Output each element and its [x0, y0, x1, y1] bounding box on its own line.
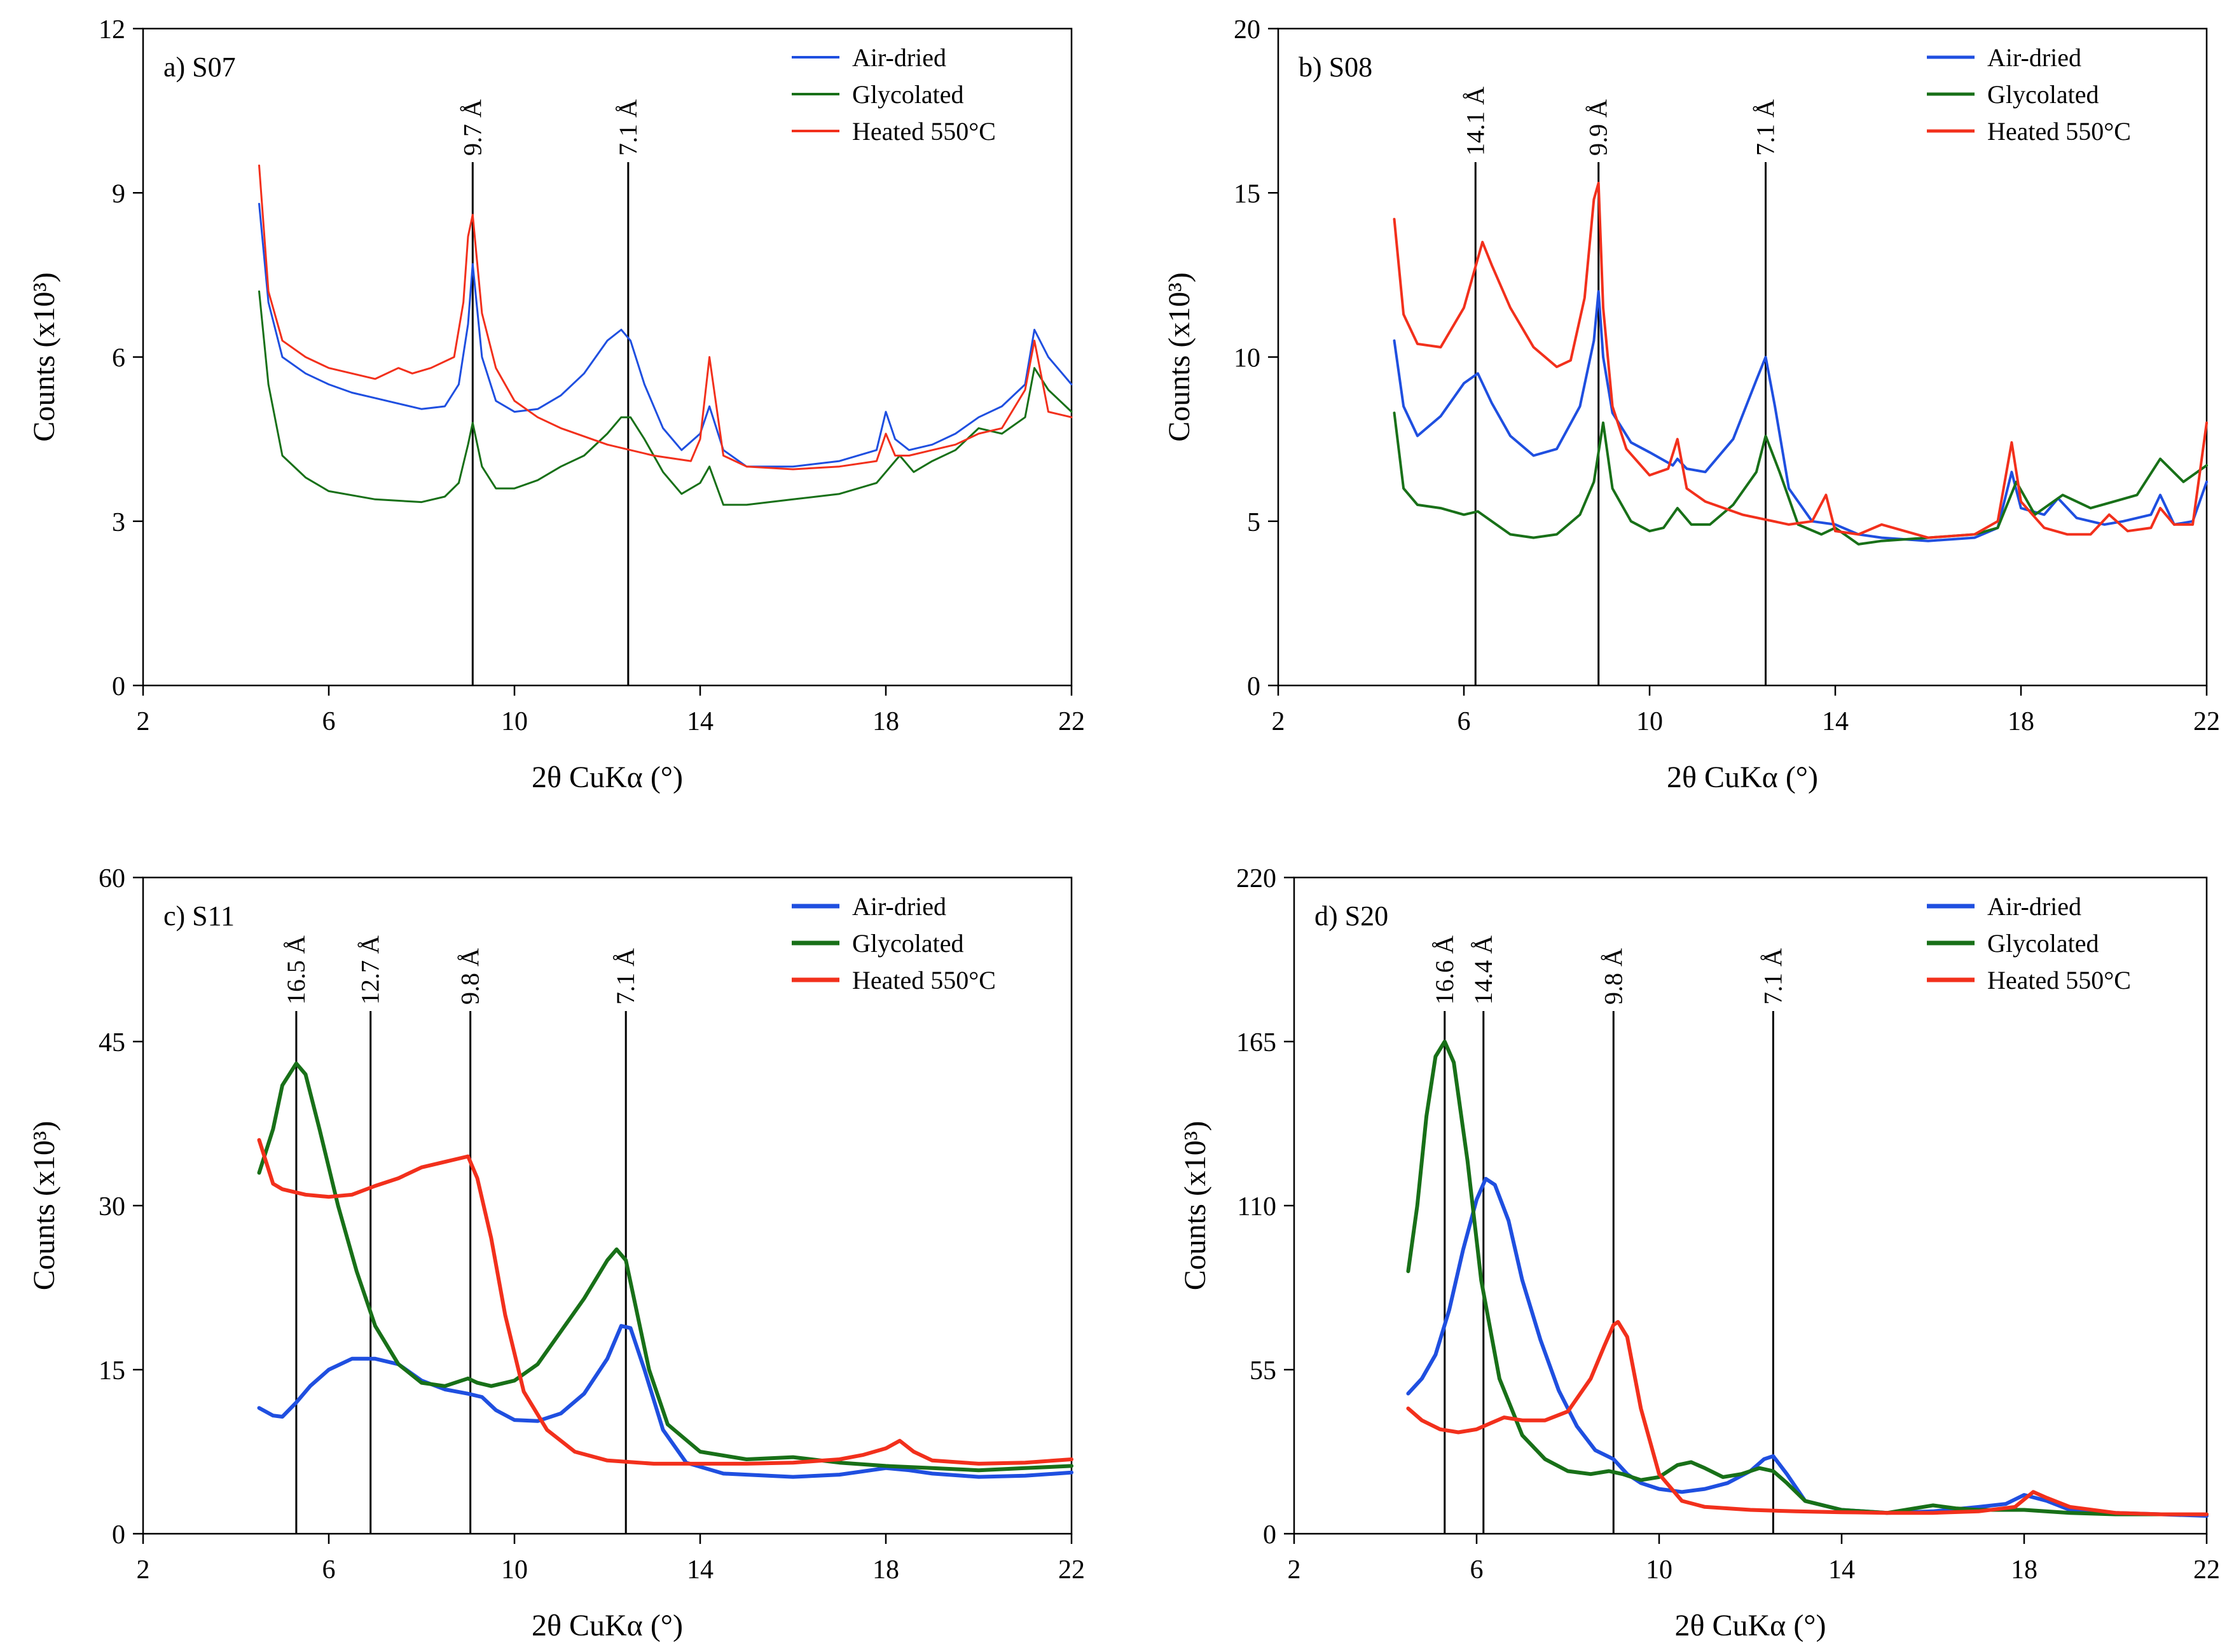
- x-axis-title: 2θ CuKα (°): [1667, 761, 1818, 794]
- x-tick-label: 6: [1470, 1555, 1484, 1585]
- series-line-glycolated: [1406, 1040, 2209, 1517]
- x-tick-label: 14: [1828, 1555, 1855, 1585]
- y-tick-label: 5: [1247, 508, 1260, 537]
- legend-label: Air-dried: [852, 892, 946, 921]
- y-tick-label: 15: [99, 1356, 125, 1386]
- series-line-glycolated: [1393, 411, 2208, 546]
- x-tick-label: 18: [2011, 1555, 2037, 1585]
- x-tick-label: 10: [501, 1555, 528, 1585]
- x-tick-label: 22: [2193, 1555, 2220, 1585]
- reference-line-label: 9.8 Å: [1599, 948, 1627, 1005]
- x-tick-label: 22: [2193, 707, 2220, 736]
- x-tick-label: 18: [872, 1555, 899, 1585]
- panel-c-s11: 2 6 10 14 18 22 0 15 30 45 60 2θ CuKα (°) Counts (x1…: [27, 864, 1085, 1642]
- panel-title: c) S11: [163, 900, 235, 932]
- series-line-glycolated: [258, 290, 1073, 506]
- x-tick-label: 14: [687, 707, 714, 736]
- y-tick-label: 165: [1236, 1028, 1276, 1057]
- x-tick-label: 6: [322, 1555, 336, 1585]
- x-tick-label: 22: [1058, 1555, 1085, 1585]
- legend-label: Heated 550°C: [1987, 117, 2131, 146]
- y-axis-title: Counts (x10³): [27, 272, 61, 441]
- panel-title: d) S20: [1314, 900, 1388, 932]
- y-tick-label: 12: [99, 15, 125, 45]
- legend-label: Heated 550°C: [852, 117, 996, 146]
- series-line-heated-550-c: [257, 1138, 1073, 1466]
- x-tick-label: 6: [1458, 707, 1471, 736]
- x-tick-label: 10: [501, 707, 528, 736]
- y-tick-label: 20: [1234, 15, 1260, 45]
- legend-label: Glycolated: [852, 929, 964, 958]
- reference-line-label: 9.8 Å: [456, 948, 485, 1005]
- y-tick-label: 60: [99, 864, 125, 893]
- legend-label: Air-dried: [1987, 892, 2081, 921]
- y-axis-title: Counts (x10³): [1162, 272, 1196, 441]
- x-axis-title: 2θ CuKα (°): [532, 1609, 683, 1642]
- reference-line-label: 12.7 Å: [356, 935, 385, 1005]
- x-tick-label: 22: [1058, 707, 1085, 736]
- reference-line-label: 9.7 Å: [458, 99, 486, 156]
- y-tick-label: 110: [1238, 1192, 1276, 1222]
- series-line-air-dried: [258, 203, 1073, 468]
- reference-line-label: 7.1 Å: [614, 99, 642, 156]
- series-line-heated-550-c: [1406, 1319, 2209, 1517]
- legend-label: Heated 550°C: [1987, 966, 2131, 995]
- x-tick-label: 2: [137, 1555, 150, 1585]
- y-tick-label: 0: [112, 1520, 125, 1550]
- panel-b-s08: 2 6 10 14 18 22 0 5 10 15 20 2θ CuKα (°) Counts (x10…: [1162, 15, 2220, 794]
- series-line-air-dried: [1406, 1176, 2209, 1518]
- series-line-heated-550-c: [258, 164, 1073, 471]
- y-tick-label: 15: [1234, 179, 1260, 209]
- x-tick-label: 6: [322, 707, 336, 736]
- y-axis-title: Counts (x10³): [1178, 1121, 1212, 1290]
- x-tick-label: 2: [1288, 1555, 1301, 1585]
- legend-label: Glycolated: [1987, 80, 2099, 109]
- x-tick-label: 18: [2008, 707, 2034, 736]
- reference-line-label: 7.1 Å: [611, 948, 640, 1005]
- x-tick-label: 14: [1822, 707, 1849, 736]
- y-tick-label: 0: [112, 672, 125, 701]
- x-tick-label: 2: [137, 707, 150, 736]
- reference-line-label: 16.6 Å: [1430, 935, 1459, 1005]
- y-tick-label: 10: [1234, 344, 1260, 373]
- x-tick-label: 10: [1646, 1555, 1672, 1585]
- y-tick-label: 9: [112, 179, 125, 209]
- x-axis-title: 2θ CuKα (°): [1675, 1609, 1826, 1642]
- reference-line-label: 16.5 Å: [282, 935, 310, 1005]
- legend-label: Heated 550°C: [852, 966, 996, 995]
- series-line-air-dried: [257, 1324, 1073, 1479]
- series-line-air-dried: [1393, 290, 2208, 542]
- y-tick-label: 0: [1247, 672, 1260, 701]
- x-tick-label: 2: [1272, 707, 1285, 736]
- x-tick-label: 18: [872, 707, 899, 736]
- legend-label: Glycolated: [1987, 929, 2099, 958]
- y-tick-label: 220: [1236, 864, 1276, 893]
- x-tick-label: 14: [687, 1555, 714, 1585]
- reference-line-label: 14.1 Å: [1461, 86, 1489, 156]
- y-axis-title: Counts (x10³): [27, 1121, 61, 1290]
- reference-line-label: 14.4 Å: [1469, 935, 1498, 1005]
- series-line-heated-550-c: [1393, 181, 2208, 539]
- y-tick-label: 55: [1250, 1356, 1276, 1386]
- legend-label: Glycolated: [852, 80, 964, 109]
- panel-title: b) S08: [1299, 52, 1372, 83]
- y-tick-label: 6: [112, 344, 125, 373]
- y-tick-label: 30: [99, 1192, 125, 1222]
- reference-line-label: 7.1 Å: [1758, 948, 1787, 1005]
- reference-line-label: 9.9 Å: [1584, 99, 1613, 156]
- y-tick-label: 3: [112, 508, 125, 537]
- legend-label: Air-dried: [852, 43, 946, 72]
- reference-line-label: 7.1 Å: [1751, 99, 1780, 156]
- panel-title: a) S07: [163, 52, 236, 83]
- legend-label: Air-dried: [1987, 43, 2081, 72]
- panel-a-s07: 2 6 10 14 18 22 0 3 6 9 12 2θ CuKα (°) Counts (x10³)…: [27, 15, 1085, 794]
- x-axis-title: 2θ CuKα (°): [532, 761, 683, 794]
- y-tick-label: 45: [99, 1028, 125, 1057]
- y-tick-label: 0: [1263, 1520, 1276, 1550]
- x-tick-label: 10: [1636, 707, 1663, 736]
